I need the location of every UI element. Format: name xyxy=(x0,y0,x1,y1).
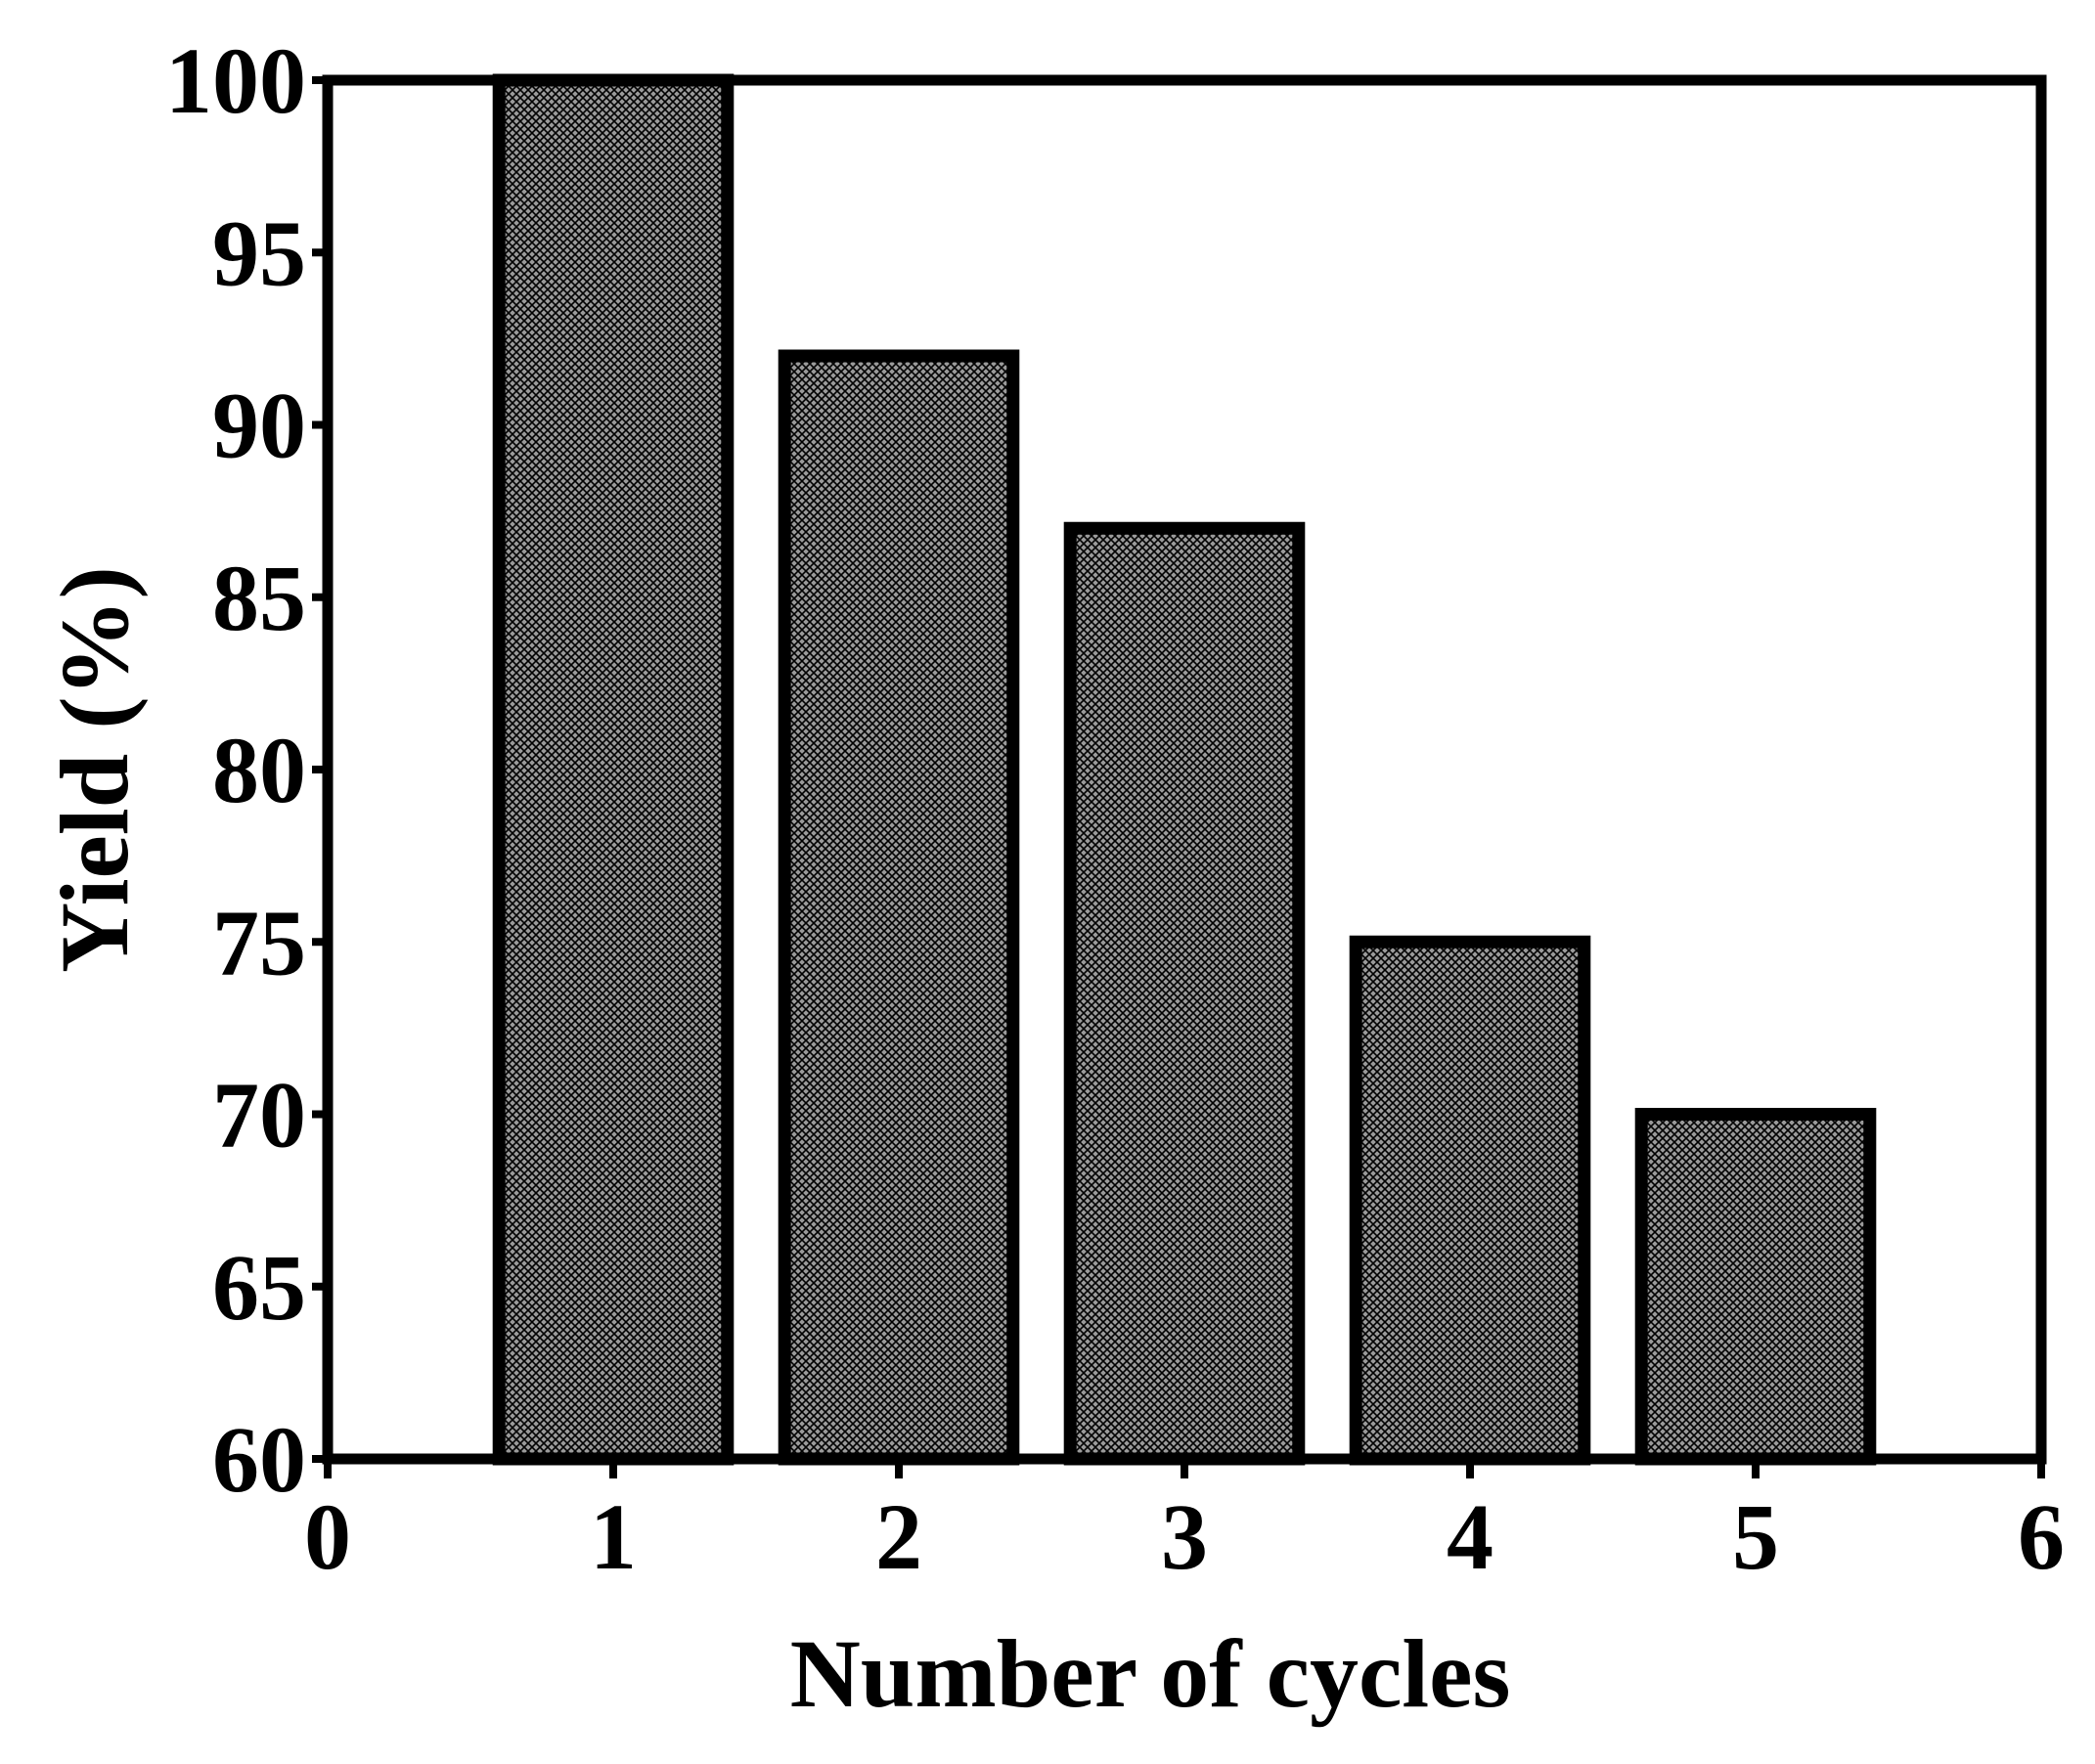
y-tick-label: 90 xyxy=(212,374,306,478)
y-tick-label: 95 xyxy=(212,200,306,305)
y-axis-title: Yield (%) xyxy=(40,566,149,973)
y-tick-label: 70 xyxy=(212,1063,306,1168)
x-axis-title: Number of cycles xyxy=(790,1619,1511,1728)
bar xyxy=(1349,935,1591,1466)
bar xyxy=(1063,521,1306,1466)
y-tick-label: 85 xyxy=(212,546,306,650)
bar xyxy=(1634,1108,1877,1466)
y-tick-label: 75 xyxy=(212,890,306,994)
y-tick-label: 65 xyxy=(212,1235,306,1340)
x-tick-label: 1 xyxy=(590,1484,637,1589)
x-tick-label: 5 xyxy=(1732,1484,1779,1589)
x-tick-label: 4 xyxy=(1447,1484,1493,1589)
x-tick-label: 0 xyxy=(304,1484,351,1589)
x-tick-label: 6 xyxy=(2018,1484,2065,1589)
y-tick-label: 60 xyxy=(212,1407,306,1512)
bar xyxy=(778,349,1020,1466)
x-tick-label: 2 xyxy=(875,1484,922,1589)
y-tick-label: 100 xyxy=(165,28,306,133)
bar xyxy=(492,73,735,1466)
y-tick-label: 80 xyxy=(212,718,306,822)
x-tick-label: 3 xyxy=(1161,1484,1208,1589)
